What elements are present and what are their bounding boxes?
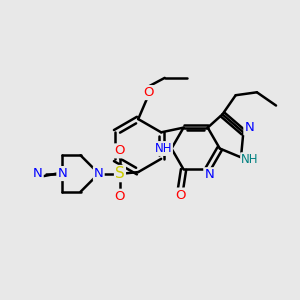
Text: O: O	[115, 144, 125, 158]
Text: N: N	[244, 122, 254, 134]
Text: N: N	[57, 167, 67, 180]
Text: O: O	[176, 189, 186, 202]
Text: NH: NH	[154, 142, 172, 155]
Text: N: N	[204, 168, 214, 181]
Text: O: O	[143, 86, 154, 99]
Text: N: N	[33, 167, 43, 180]
Text: O: O	[115, 190, 125, 203]
Text: S: S	[115, 166, 125, 181]
Text: NH: NH	[241, 153, 259, 166]
Text: N: N	[94, 167, 104, 180]
